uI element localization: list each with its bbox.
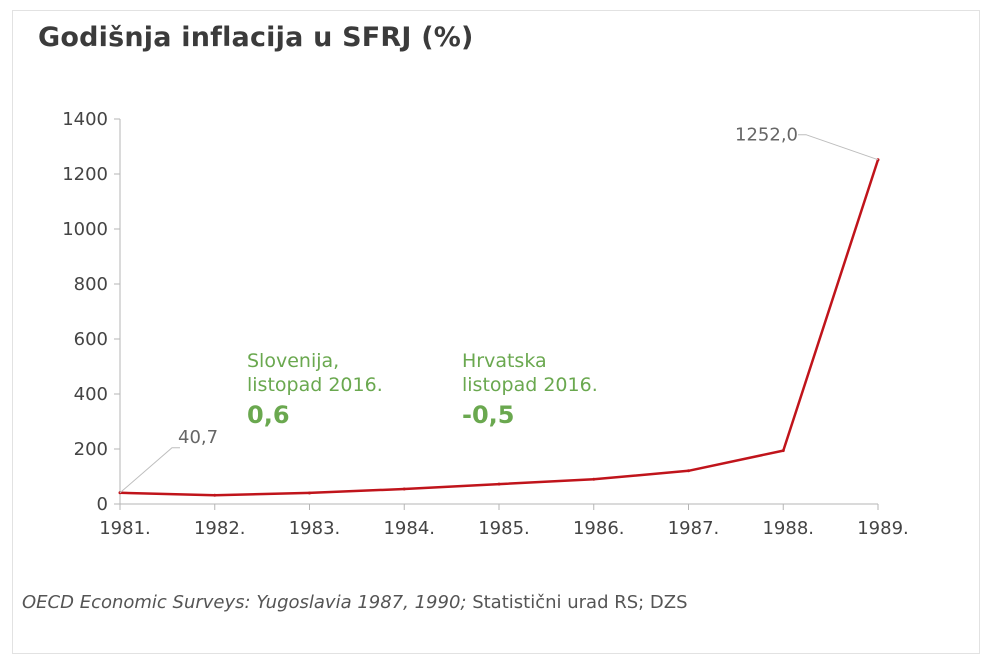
source-rest: Statistični urad RS; DZS xyxy=(466,592,688,613)
x-tick-label: 1982. xyxy=(194,518,246,539)
y-tick-label: 1200 xyxy=(62,164,108,185)
x-tick-label: 1988. xyxy=(762,518,814,539)
data-point xyxy=(497,482,501,486)
data-point xyxy=(687,469,690,473)
country-notes: Slovenija,listopad 2016.0,6Hrvatskalisto… xyxy=(247,350,598,429)
x-tick-label: 1987. xyxy=(668,518,720,539)
note-value: 0,6 xyxy=(247,401,290,429)
source-note: OECD Economic Surveys: Yugoslavia 1987, … xyxy=(22,592,688,613)
x-tick-label: 1983. xyxy=(289,518,341,539)
x-tick-label: 1985. xyxy=(478,518,530,539)
annotation-leader xyxy=(798,134,879,161)
source-italic: OECD Economic Surveys: Yugoslavia 1987, … xyxy=(22,592,467,613)
y-tick-label: 600 xyxy=(74,329,108,350)
series-group xyxy=(118,158,880,497)
series-line xyxy=(119,159,880,497)
annotations: 40,7 1252,0 xyxy=(119,125,879,494)
chart-card xyxy=(12,10,980,654)
chart-axes xyxy=(114,118,879,510)
y-tick-label: 0 xyxy=(97,494,108,515)
chart-title: Godišnja inflacija u SFRJ (%) xyxy=(38,22,474,53)
annotation-label: 1252,0 xyxy=(735,125,798,146)
data-point xyxy=(592,477,596,481)
x-tick-label: 1989. xyxy=(857,518,909,539)
y-tick-label: 800 xyxy=(74,274,108,295)
y-tick-label: 1400 xyxy=(62,109,108,130)
x-tick-label: 1984. xyxy=(383,518,435,539)
y-tick-label: 400 xyxy=(74,384,108,405)
x-tick-label: 1986. xyxy=(573,518,625,539)
note-label-line2: listopad 2016. xyxy=(247,374,383,396)
x-tick-labels: 1981. 1982. 1983. 1984. 1985. 1986. 1987. 1988.… xyxy=(99,518,909,539)
annotation-label: 40,7 xyxy=(178,427,218,448)
y-tick-label: 1000 xyxy=(62,219,108,240)
note-label-line1: Slovenija, xyxy=(247,350,339,372)
y-tick-label: 200 xyxy=(74,439,108,460)
data-point xyxy=(402,487,406,491)
x-tick-label: 1981. xyxy=(99,518,151,539)
note-label-line2: listopad 2016. xyxy=(462,374,598,396)
y-tick-labels: 0 200 400 600 800 1000 1200 1400 xyxy=(62,109,108,515)
note-value: -0,5 xyxy=(462,401,514,429)
note-label-line1: Hrvatska xyxy=(462,350,547,372)
data-point xyxy=(213,493,217,497)
data-point xyxy=(781,449,785,453)
data-point xyxy=(308,491,311,495)
annotation-leader xyxy=(119,447,180,494)
